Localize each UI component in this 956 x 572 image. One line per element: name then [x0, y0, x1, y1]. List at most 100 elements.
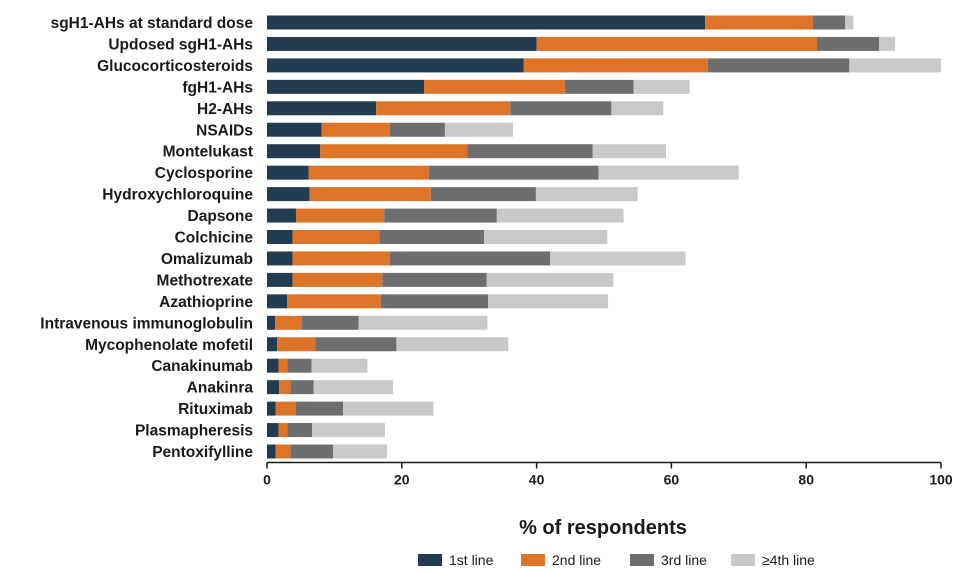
- category-labels: sgH1-AHs at standard dose Updosed sgH1-AH…: [40, 15, 253, 461]
- legend-label: 2nd line: [552, 552, 601, 568]
- bar-segment: [267, 58, 524, 73]
- bar-segment: [598, 165, 739, 180]
- bar-segment: [267, 337, 278, 352]
- bar-segment: [510, 101, 612, 116]
- bar-segment: [376, 101, 511, 116]
- bar-segment: [278, 423, 288, 438]
- bar-segment: [611, 101, 664, 116]
- bar-segment: [424, 79, 565, 94]
- category-label: Cyclosporine: [155, 165, 254, 182]
- bar-segment: [358, 315, 488, 330]
- bar-segment: [430, 187, 536, 202]
- category-label: Montelukast: [163, 144, 253, 161]
- bar-segment: [379, 230, 485, 244]
- x-axis: 0 20 40 60 80 100: [263, 461, 953, 488]
- bar-segment: [484, 230, 608, 244]
- bar-segment: [550, 251, 686, 266]
- bar-segment: [267, 444, 276, 459]
- bar-segment: [382, 272, 487, 287]
- bar-segment: [279, 380, 291, 395]
- bar-segment: [267, 122, 322, 137]
- legend-swatch: [418, 554, 442, 566]
- bar-segment: [267, 230, 293, 244]
- x-tick-label: 100: [929, 472, 953, 488]
- bar-segment: [849, 58, 941, 73]
- bar-segment: [267, 272, 293, 287]
- category-label: Pentoxifylline: [152, 444, 253, 461]
- bar-segment: [523, 58, 708, 73]
- category-label: Updosed sgH1-AHs: [108, 36, 253, 53]
- x-tick-label: 20: [394, 472, 410, 488]
- legend: 1st line 2nd line 3rd line ≥4th line: [418, 552, 815, 568]
- bar-segment: [290, 444, 334, 459]
- bar-segment: [295, 208, 385, 223]
- bar-segment: [292, 230, 380, 244]
- bar-segment: [290, 380, 314, 395]
- x-tick-label: 40: [529, 472, 545, 488]
- category-label: Azathioprine: [159, 294, 253, 311]
- bar-segment: [267, 315, 276, 330]
- bar-segment: [633, 79, 690, 94]
- bar-segment: [302, 315, 359, 330]
- x-tick-label: 0: [263, 472, 271, 488]
- bar-segment: [321, 122, 390, 137]
- bar-segment: [267, 401, 276, 416]
- category-label: Plasmapheresis: [135, 423, 253, 440]
- legend-swatch: [731, 554, 755, 566]
- legend-label: 3rd line: [661, 552, 707, 568]
- bar-segment: [389, 251, 551, 266]
- bar-segment: [389, 122, 445, 137]
- bar-segment: [292, 251, 390, 266]
- bar-segment: [275, 315, 303, 330]
- bar-segment: [267, 294, 288, 309]
- bar-segment: [267, 208, 296, 223]
- bar-segment: [267, 251, 293, 266]
- legend-swatch: [521, 554, 545, 566]
- bar-segment: [275, 444, 291, 459]
- bar-segment: [488, 294, 609, 309]
- bar-segment: [535, 187, 638, 202]
- category-label: Anakinra: [187, 380, 254, 397]
- bar-segment: [287, 358, 312, 373]
- category-label: Colchicine: [175, 230, 254, 247]
- bar-segment: [267, 36, 537, 51]
- category-label: Rituximab: [178, 401, 253, 418]
- bar-segment: [486, 272, 614, 287]
- legend-label: ≥4th line: [762, 552, 815, 568]
- bar-segment: [343, 401, 434, 416]
- category-label: NSAIDs: [196, 122, 253, 139]
- bar-segment: [292, 272, 383, 287]
- bar-segment: [267, 15, 706, 30]
- category-label: Mycophenolate mofetil: [85, 337, 253, 354]
- bar-segment: [396, 337, 509, 352]
- x-axis-title: % of respondents: [519, 517, 687, 539]
- bar-segment: [295, 401, 344, 416]
- bar-segment: [267, 423, 279, 438]
- bar-segment: [564, 79, 634, 94]
- bar-segment: [496, 208, 624, 223]
- bar-segment: [705, 15, 813, 30]
- bar-segment: [380, 294, 489, 309]
- bar-segment: [277, 337, 316, 352]
- category-label: Methotrexate: [157, 272, 254, 289]
- bar-segment: [845, 15, 854, 30]
- bar-segment: [308, 165, 429, 180]
- bar-segment: [812, 15, 846, 30]
- bar-segment: [444, 122, 514, 137]
- bar-segment: [878, 36, 896, 51]
- category-label: Intravenous immunoglobulin: [40, 315, 253, 332]
- category-label: H2-AHs: [197, 101, 253, 118]
- bar-segment: [309, 187, 431, 202]
- bar-segment: [278, 358, 288, 373]
- bar-segment: [267, 79, 425, 94]
- bar-segment: [275, 401, 296, 416]
- bar-segment: [384, 208, 497, 223]
- bar-segment: [707, 58, 850, 73]
- category-label: sgH1-AHs at standard dose: [51, 15, 254, 32]
- bar-segment: [267, 358, 279, 373]
- bar-segment: [312, 423, 385, 438]
- bar-segment: [267, 101, 377, 116]
- bar-segment: [267, 165, 309, 180]
- legend-swatch: [630, 554, 654, 566]
